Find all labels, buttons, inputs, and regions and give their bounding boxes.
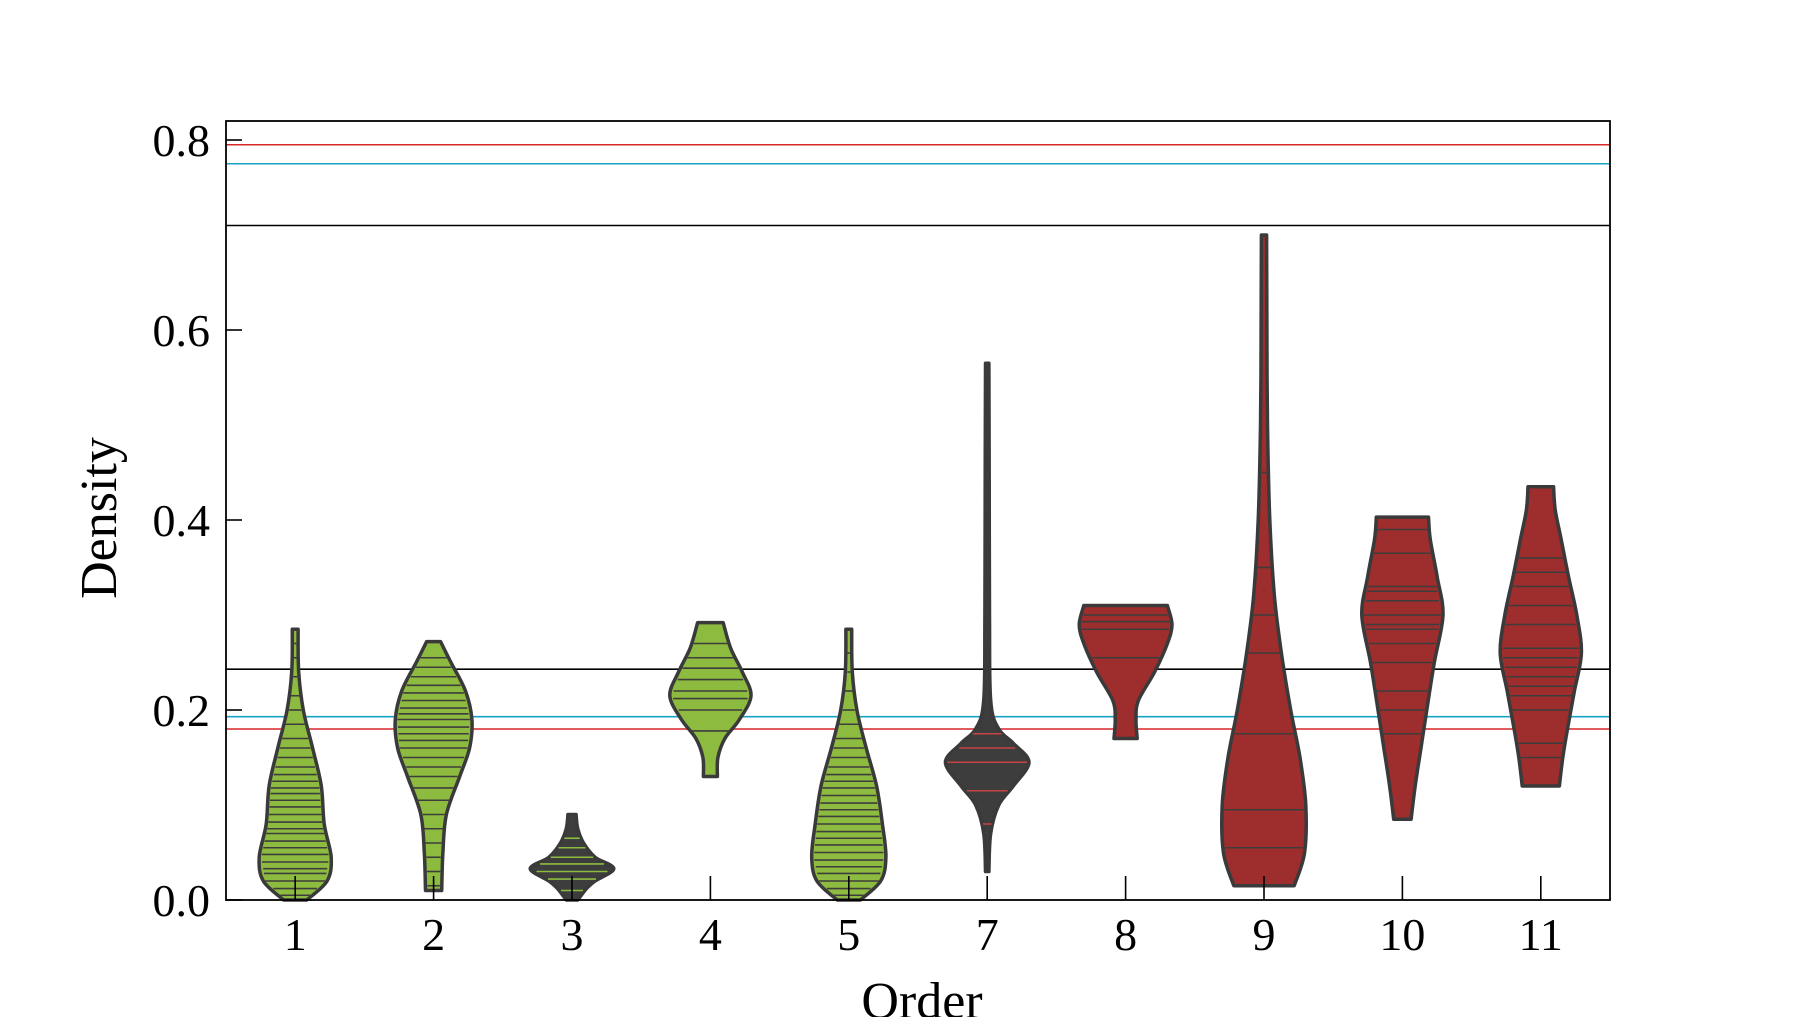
violins — [257, 233, 1584, 902]
x-tick-label-10: 10 — [1379, 909, 1425, 960]
violin-9 — [1220, 233, 1308, 888]
violin-2 — [393, 639, 474, 893]
y-tick-label-1: 0.2 — [153, 685, 211, 736]
y-tick-label-0: 0.0 — [153, 875, 211, 926]
y-axis-title: Density — [71, 437, 128, 599]
violin-5 — [809, 627, 888, 902]
violin-body-4 — [668, 620, 753, 779]
plot-frame — [225, 120, 1611, 901]
violin-8 — [1077, 603, 1174, 741]
violin-7 — [943, 361, 1031, 874]
y-tick-label-3: 0.6 — [153, 305, 211, 356]
x-tick-label-9: 9 — [1253, 909, 1276, 960]
x-tick-label-2: 2 — [422, 909, 445, 960]
violin-body-9 — [1220, 233, 1308, 888]
violin-10 — [1360, 515, 1445, 822]
x-tick-label-7: 7 — [976, 909, 999, 960]
violin-body-1 — [257, 627, 334, 902]
violin-body-7 — [943, 361, 1031, 874]
violin-body-11 — [1498, 485, 1584, 788]
violin-4 — [668, 620, 753, 779]
x-tick-label-5: 5 — [837, 909, 860, 960]
violin-3 — [528, 812, 616, 902]
violin-body-2 — [393, 639, 474, 893]
x-tick-label-11: 11 — [1519, 909, 1563, 960]
x-tick-label-4: 4 — [699, 909, 722, 960]
violin-body-8 — [1077, 603, 1174, 741]
y-tick-label-2: 0.4 — [153, 495, 211, 546]
x-tick-label-8: 8 — [1114, 909, 1137, 960]
axes: 0.0 0.2 0.4 0.6 0.8 1 2 3 4 5 7 8 9 10 11 — [153, 115, 1611, 960]
violin-1 — [257, 627, 334, 902]
y-tick-label-4: 0.8 — [153, 115, 211, 166]
x-tick-label-3: 3 — [561, 909, 584, 960]
x-tick-label-1: 1 — [284, 909, 307, 960]
violin-11 — [1498, 485, 1584, 788]
x-axis-title: Order — [861, 973, 982, 1017]
violin-body-10 — [1360, 515, 1445, 822]
